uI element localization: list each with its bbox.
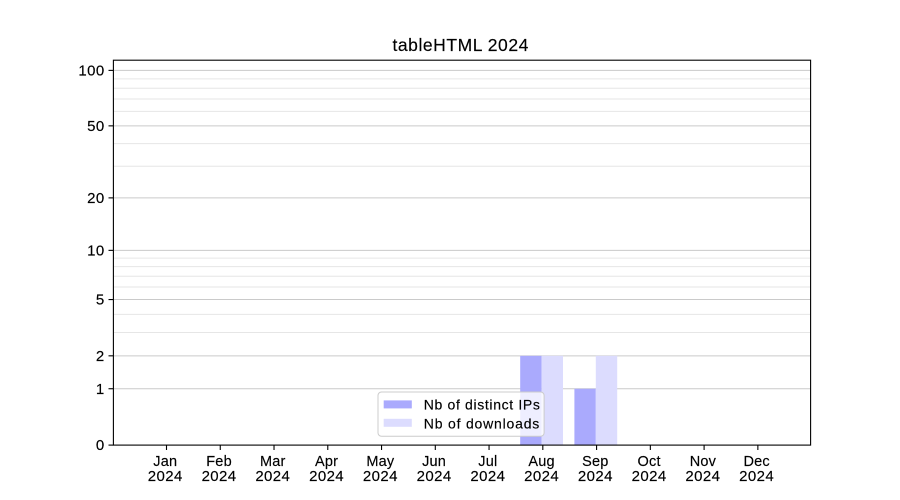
svg-text:Jun: Jun <box>422 454 446 470</box>
svg-text:2024: 2024 <box>363 468 398 485</box>
svg-text:Mar: Mar <box>260 454 286 470</box>
svg-text:2024: 2024 <box>255 468 290 485</box>
svg-text:tableHTML 2024: tableHTML 2024 <box>392 35 528 55</box>
svg-text:2024: 2024 <box>578 468 613 485</box>
svg-text:2024: 2024 <box>309 468 344 485</box>
svg-text:Sep: Sep <box>582 454 608 470</box>
svg-text:Feb: Feb <box>206 454 232 470</box>
svg-text:Nb of distinct IPs: Nb of distinct IPs <box>424 396 541 412</box>
svg-text:0: 0 <box>96 437 105 454</box>
svg-text:2024: 2024 <box>685 468 720 485</box>
svg-text:100: 100 <box>78 62 104 79</box>
svg-text:2: 2 <box>96 348 105 365</box>
svg-text:20: 20 <box>87 190 105 207</box>
svg-text:Dec: Dec <box>743 454 769 470</box>
svg-text:2024: 2024 <box>739 468 774 485</box>
svg-text:Nov: Nov <box>690 454 717 470</box>
svg-text:Nb of downloads: Nb of downloads <box>424 415 540 431</box>
svg-text:50: 50 <box>87 118 105 135</box>
svg-text:Jan: Jan <box>153 454 177 470</box>
svg-text:1: 1 <box>96 381 105 398</box>
svg-text:2024: 2024 <box>148 468 183 485</box>
svg-text:Jul: Jul <box>478 454 497 470</box>
svg-text:2024: 2024 <box>417 468 452 485</box>
svg-text:Oct: Oct <box>638 454 661 470</box>
svg-text:10: 10 <box>87 242 105 259</box>
svg-text:2024: 2024 <box>202 468 237 485</box>
svg-text:Aug: Aug <box>528 454 554 470</box>
svg-text:May: May <box>366 454 395 470</box>
svg-text:2024: 2024 <box>524 468 559 485</box>
svg-text:Apr: Apr <box>315 454 338 470</box>
svg-text:2024: 2024 <box>470 468 505 485</box>
svg-text:2024: 2024 <box>632 468 667 485</box>
svg-text:5: 5 <box>96 292 105 309</box>
